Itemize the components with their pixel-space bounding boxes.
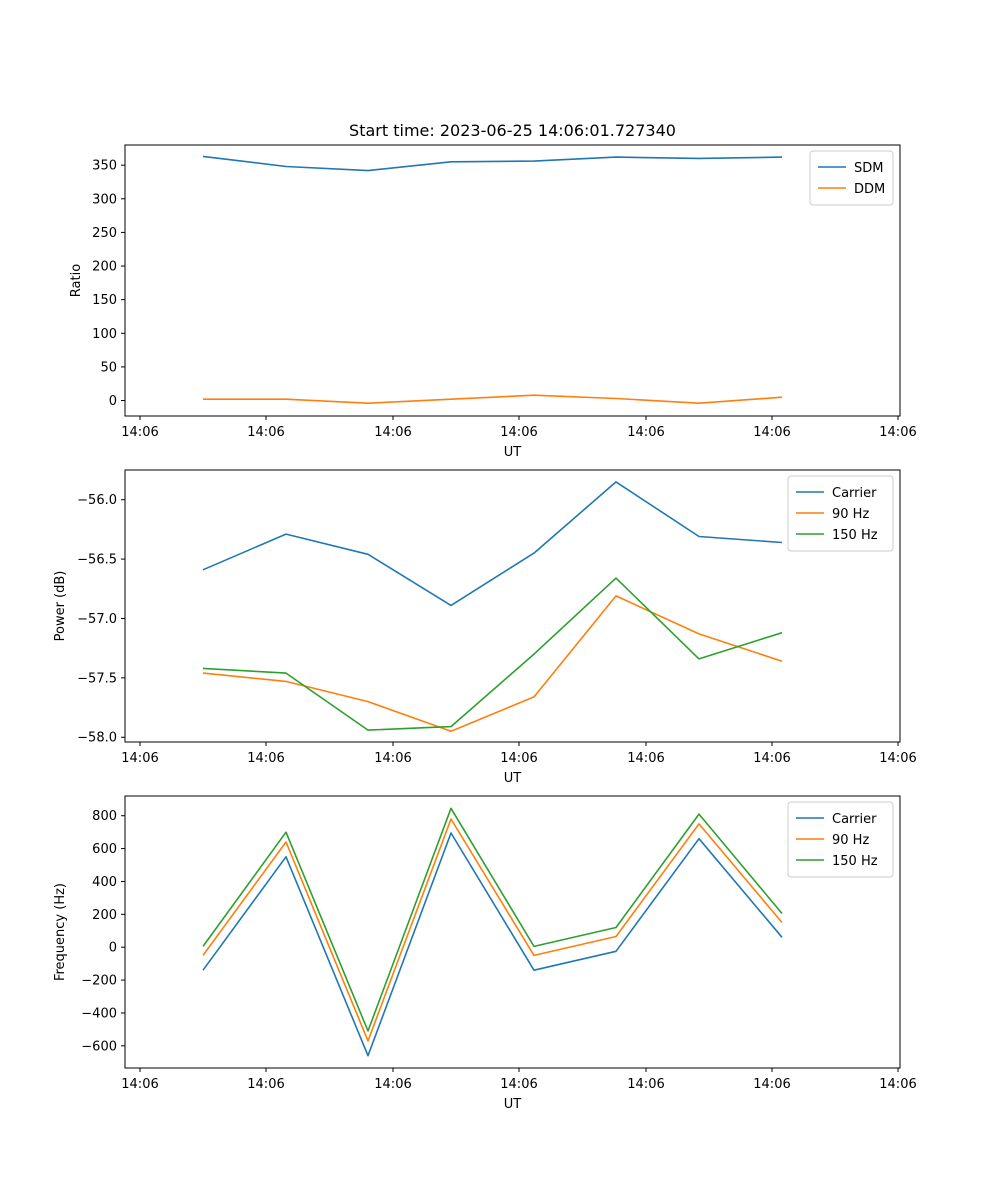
y-tick-label: 250: [92, 226, 117, 241]
x-tick-label: 14:06: [753, 425, 790, 440]
legend-entry: 90 Hz: [832, 833, 869, 848]
x-tick-label: 14:06: [121, 751, 158, 766]
x-axis-label: UT: [504, 445, 522, 460]
y-tick-label: −58.0: [77, 731, 117, 746]
series-line-ddm: [203, 394, 783, 405]
series-line-carrier: [202, 832, 783, 1057]
x-tick-label: 14:06: [121, 1077, 158, 1092]
y-tick-label: 100: [92, 327, 117, 342]
y-tick-label: −56.0: [77, 493, 117, 508]
y-axis-label: Ratio: [69, 264, 84, 297]
x-tick-label: 14:06: [121, 425, 158, 440]
y-tick-label: 150: [92, 293, 117, 308]
y-axis-label: Power (dB): [53, 571, 68, 642]
x-tick-label: 14:06: [247, 425, 284, 440]
legend-entry: 150 Hz: [832, 854, 878, 869]
series-line-carrier: [202, 481, 783, 607]
x-tick-label: 14:06: [374, 425, 411, 440]
x-tick-label: 14:06: [247, 1077, 284, 1092]
legend-box: [809, 150, 894, 206]
x-tick-label: 14:06: [753, 1077, 790, 1092]
legend: SDM DDM: [809, 150, 894, 206]
y-tick-label: 50: [100, 360, 117, 375]
y-tick-label: 400: [92, 875, 117, 890]
x-axis-label: UT: [504, 1097, 522, 1112]
subplot-3: 14:06 14:06 14:06 14:06 14:06 14:06 14:06 −600 −…: [53, 795, 917, 1112]
legend-box: [787, 801, 894, 878]
x-tick-label: 14:06: [879, 425, 916, 440]
y-tick-label: 200: [92, 260, 117, 275]
x-tick-label: 14:06: [627, 1077, 664, 1092]
subplot-2: 14:06 14:06 14:06 14:06 14:06 14:06 14:06 −58.0…: [53, 469, 917, 786]
y-tick-label: −600: [81, 1039, 117, 1054]
chart-title: Start time: 2023-06-25 14:06:01.727340: [349, 121, 676, 140]
series-line-90-hz: [202, 595, 783, 733]
x-tick-label: 14:06: [500, 1077, 537, 1092]
x-tick-label: 14:06: [879, 1077, 916, 1092]
series-line-90-hz: [202, 818, 783, 1042]
legend-entry: 150 Hz: [832, 528, 878, 543]
legend: Carrier 90 Hz 150 Hz: [787, 801, 894, 878]
legend-box: [787, 475, 894, 552]
axes-frame: [124, 144, 901, 417]
subplot-1: 14:06 14:06 14:06 14:06 14:06 14:06 14:06 0 50 10…: [69, 121, 917, 460]
series-line-150-hz: [202, 807, 783, 1032]
y-tick-label: −57.0: [77, 612, 117, 627]
x-tick-label: 14:06: [500, 425, 537, 440]
x-axis-label: UT: [504, 771, 522, 786]
y-tick-label: 600: [92, 842, 117, 857]
x-tick-label: 14:06: [374, 1077, 411, 1092]
x-tick-label: 14:06: [374, 751, 411, 766]
legend-entry: DDM: [854, 182, 885, 197]
series-line-150-hz: [202, 577, 783, 731]
y-axis-label: Frequency (Hz): [53, 883, 68, 981]
legend: Carrier 90 Hz 150 Hz: [787, 475, 894, 552]
y-tick-label: −400: [81, 1006, 117, 1021]
x-tick-label: 14:06: [627, 425, 664, 440]
x-tick-label: 14:06: [500, 751, 537, 766]
y-tick-label: 800: [92, 809, 117, 824]
y-tick-label: 300: [92, 192, 117, 207]
series-line-sdm: [202, 155, 783, 172]
x-tick-label: 14:06: [879, 751, 916, 766]
x-tick-label: 14:06: [627, 751, 664, 766]
x-tick-label: 14:06: [247, 751, 284, 766]
y-tick-label: −200: [81, 974, 117, 989]
legend-entry: Carrier: [832, 812, 877, 827]
x-tick-label: 14:06: [753, 751, 790, 766]
y-tick-label: 200: [92, 908, 117, 923]
y-tick-label: 350: [92, 159, 117, 174]
axes-frame: [124, 795, 901, 1069]
axes-frame: [124, 469, 901, 743]
legend-entry: SDM: [854, 161, 883, 176]
legend-entry: Carrier: [832, 486, 877, 501]
y-tick-label: −57.5: [77, 671, 117, 686]
y-tick-label: 0: [109, 394, 117, 409]
legend-entry: 90 Hz: [832, 507, 869, 522]
y-tick-label: 0: [109, 941, 117, 956]
y-tick-label: −56.5: [77, 553, 117, 568]
